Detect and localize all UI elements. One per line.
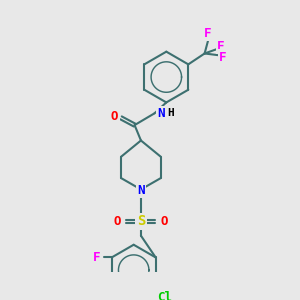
Text: O: O bbox=[161, 215, 168, 228]
Text: F: F bbox=[219, 51, 226, 64]
Text: N: N bbox=[157, 107, 165, 120]
Text: H: H bbox=[167, 108, 174, 118]
Text: F: F bbox=[204, 27, 211, 40]
Text: F: F bbox=[217, 40, 225, 53]
Text: Cl: Cl bbox=[157, 291, 172, 300]
Text: S: S bbox=[137, 214, 145, 228]
Text: O: O bbox=[114, 215, 121, 228]
Text: N: N bbox=[137, 184, 145, 197]
Text: O: O bbox=[111, 110, 118, 123]
Text: F: F bbox=[92, 251, 100, 264]
